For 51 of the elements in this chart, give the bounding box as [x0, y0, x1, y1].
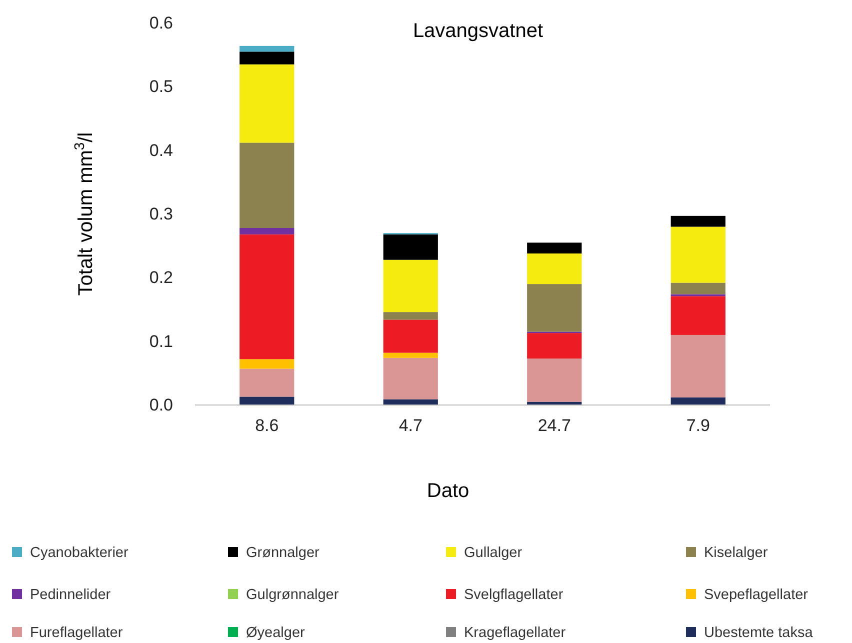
y-tick-label: 0.5 [149, 77, 173, 96]
bar [670, 282, 726, 294]
x-tick-label: 24.7 [538, 416, 571, 436]
bar [240, 142, 294, 228]
bar [670, 296, 726, 335]
x-tick-label: 4.7 [398, 416, 422, 436]
legend-label: Krageflagellater [464, 625, 566, 641]
legend-label: Kiselalger [704, 545, 768, 561]
y-tick-label: 0.3 [149, 204, 173, 224]
legend-label: Pedinnelider [30, 587, 111, 603]
bar [527, 358, 582, 402]
bar [240, 359, 294, 369]
bar [383, 352, 438, 358]
bar [670, 397, 726, 405]
legend-label: Gulgrønnalger [246, 587, 339, 603]
bar [240, 64, 294, 143]
bar [240, 368, 294, 397]
bar [527, 333, 582, 359]
y-tick-label: 0.2 [149, 268, 173, 288]
bar [240, 234, 294, 360]
bar [240, 228, 294, 234]
x-tick-label: 8.6 [255, 416, 279, 436]
legend-label: Fureflagellater [30, 625, 123, 641]
legend-label: Ubestemte taksa [704, 625, 814, 641]
y-tick-label: 0.6 [149, 13, 173, 32]
legend-label: Gullalger [464, 545, 522, 561]
bar [383, 312, 438, 320]
bar [527, 242, 582, 254]
bar [383, 320, 438, 353]
y-tick-label: 0.1 [149, 332, 173, 351]
y-tick-label: 0.0 [149, 395, 173, 414]
legend-label: Svepeflagellater [704, 587, 808, 603]
bar [527, 284, 582, 332]
chart-title: Lavangsvatnet [412, 20, 544, 42]
bar [527, 253, 582, 284]
legend-label: Øyealger [246, 625, 306, 641]
y-tick-label: 0.4 [149, 140, 173, 160]
bar [383, 234, 438, 260]
bar [383, 358, 438, 400]
bar [240, 46, 294, 52]
x-axis-title: Dato [426, 480, 470, 502]
bar [670, 216, 726, 227]
bar [240, 52, 294, 64]
bar [670, 226, 726, 283]
legend-label: Cyanobakterier [30, 545, 128, 561]
bar [670, 334, 726, 398]
bar [383, 260, 438, 312]
legend-label: Grønnalger [246, 545, 320, 561]
x-tick-label: 7.9 [686, 416, 710, 436]
bar [240, 396, 294, 405]
legend-label: Svelgflagellater [464, 587, 564, 603]
